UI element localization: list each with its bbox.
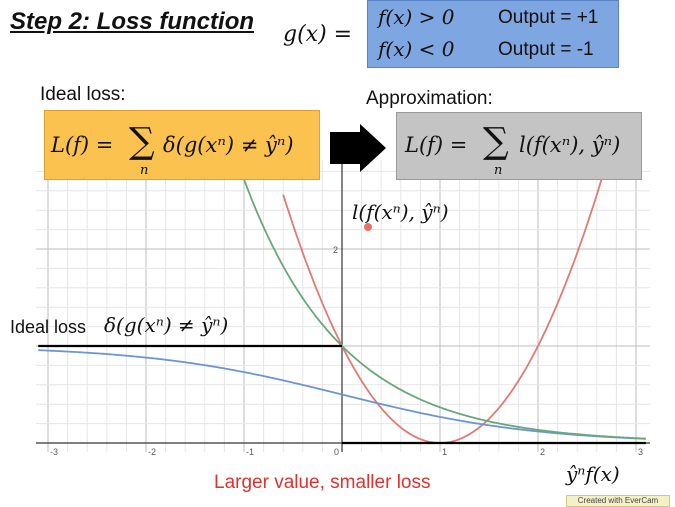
approx-formula-lhs: L(f) = [405, 133, 468, 157]
plot-ticks: -3 -2 -1 0 1 2 3 2 [50, 223, 643, 457]
plot-grid [36, 160, 650, 452]
ideal-loss-heading: Ideal loss: [40, 84, 126, 105]
x-tick-label: 0 [334, 447, 339, 457]
ideal-loss-plot-text: Ideal loss [10, 317, 87, 337]
g-definition: g(x) = [283, 22, 353, 47]
x-tick-label: -1 [246, 447, 254, 457]
caption: Larger value, smaller loss [214, 472, 431, 493]
approximation-formula-box: L(f) = ∑ n l(f(xⁿ), ŷⁿ) [396, 112, 642, 180]
ideal-loss-formula-box: L(f) = ∑ n δ(g(xⁿ) ≠ ŷⁿ) [44, 110, 320, 180]
ideal-formula-lhs: L(f) = [51, 133, 114, 157]
slide-title: Step 2: Loss function [10, 8, 255, 35]
case-positive-output: Output = +1 [498, 7, 599, 28]
x-axis-label: ŷⁿf(x) [566, 462, 620, 486]
x-tick-label: 1 [442, 447, 447, 457]
case-positive-condition: f(x) > 0 [378, 5, 455, 29]
g-cases-box: f(x) > 0 Output = +1 f(x) < 0 Output = -… [367, 0, 619, 68]
ideal-formula-sub: n [140, 163, 149, 178]
ideal-formula-sum: ∑ [129, 121, 155, 162]
laser-pointer-dot [364, 223, 372, 231]
x-tick-label: -3 [50, 447, 58, 457]
approx-formula-sub: n [494, 163, 503, 178]
exponential-loss-curve [236, 161, 646, 440]
x-tick-label: 2 [540, 447, 545, 457]
sigmoid-loss-curve [38, 349, 646, 440]
ideal-loss-plot-math: δ(g(xⁿ) ≠ ŷⁿ) [104, 313, 229, 337]
approx-formula-sum: ∑ [483, 121, 509, 162]
y-tick-label: 2 [333, 245, 338, 255]
case-negative-output: Output = -1 [498, 39, 594, 60]
x-tick-label: -2 [148, 447, 156, 457]
arrow-right-icon [330, 124, 386, 172]
watermark: Created with EverCam [566, 495, 670, 507]
loss-function-label: l(f(xⁿ), ŷⁿ) [352, 200, 449, 224]
case-negative-condition: f(x) < 0 [378, 37, 455, 61]
approx-formula-rhs: l(f(xⁿ), ŷⁿ) [519, 133, 621, 157]
plot-curves [38, 161, 646, 445]
x-tick-label: 3 [638, 447, 643, 457]
ideal-formula-rhs: δ(g(xⁿ) ≠ ŷⁿ) [163, 133, 294, 157]
approximation-heading: Approximation: [366, 88, 493, 109]
